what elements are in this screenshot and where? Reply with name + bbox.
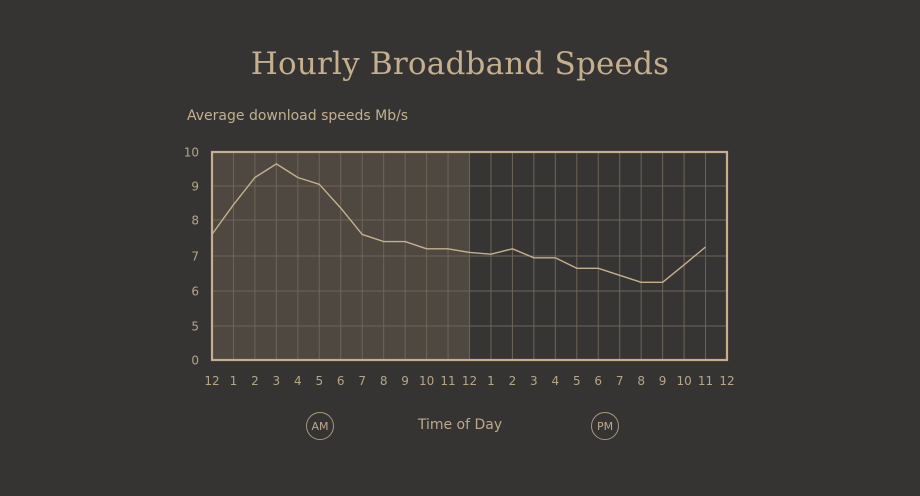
x-tick-label: 7 xyxy=(358,374,366,388)
x-tick-label: 5 xyxy=(315,374,323,388)
x-tick-label: 12 xyxy=(462,374,477,388)
y-axis-ticks: 10 9 8 7 6 5 0 xyxy=(184,146,199,368)
x-axis-label: Time of Day xyxy=(417,417,503,433)
x-tick-label: 12 xyxy=(204,374,219,388)
y-tick-label: 0 xyxy=(191,354,199,368)
x-tick-label: 5 xyxy=(573,374,581,388)
x-tick-label: 10 xyxy=(419,374,434,388)
speed-line xyxy=(211,163,706,283)
x-tick-label: 10 xyxy=(676,374,691,388)
y-tick-label: 8 xyxy=(191,214,199,228)
y-tick-label: 6 xyxy=(191,285,199,299)
pm-label: PM xyxy=(596,419,614,433)
x-tick-label: 3 xyxy=(273,374,281,388)
pm-badge: PM xyxy=(591,412,619,440)
x-tick-label: 8 xyxy=(380,374,388,388)
x-tick-label: 6 xyxy=(337,374,345,388)
x-tick-label: 7 xyxy=(616,374,624,388)
x-tick-label: 3 xyxy=(530,374,538,388)
x-tick-label: 1 xyxy=(230,374,238,388)
x-axis-ticks: 12 1 2 3 4 5 6 7 8 9 10 11 12 1 2 3 4 5 6 7 8 9 10 11 12 xyxy=(204,374,734,388)
grid-lines xyxy=(212,152,727,360)
x-tick-label: 11 xyxy=(440,374,455,388)
chart-subtitle: Average download speeds Mb/s xyxy=(187,108,409,124)
am-badge: AM xyxy=(306,412,334,440)
x-tick-label: 8 xyxy=(637,374,645,388)
plot-border xyxy=(210,150,729,362)
x-tick-label: 9 xyxy=(659,374,667,388)
x-tick-label: 4 xyxy=(552,374,560,388)
chart-title: Hourly Broadband Speeds xyxy=(250,46,670,82)
am-label: AM xyxy=(311,419,329,433)
y-tick-label: 7 xyxy=(191,250,199,264)
y-tick-label: 9 xyxy=(191,180,199,194)
x-tick-label: 4 xyxy=(294,374,302,388)
x-tick-label: 11 xyxy=(698,374,713,388)
y-tick-label: 10 xyxy=(184,146,199,160)
x-tick-label: 9 xyxy=(401,374,409,388)
x-tick-label: 2 xyxy=(251,374,259,388)
x-tick-label: 12 xyxy=(719,374,734,388)
x-tick-label: 2 xyxy=(509,374,517,388)
y-tick-label: 5 xyxy=(191,320,199,334)
speed-series-line xyxy=(211,163,706,283)
x-tick-label: 1 xyxy=(487,374,495,388)
x-tick-label: 6 xyxy=(594,374,602,388)
